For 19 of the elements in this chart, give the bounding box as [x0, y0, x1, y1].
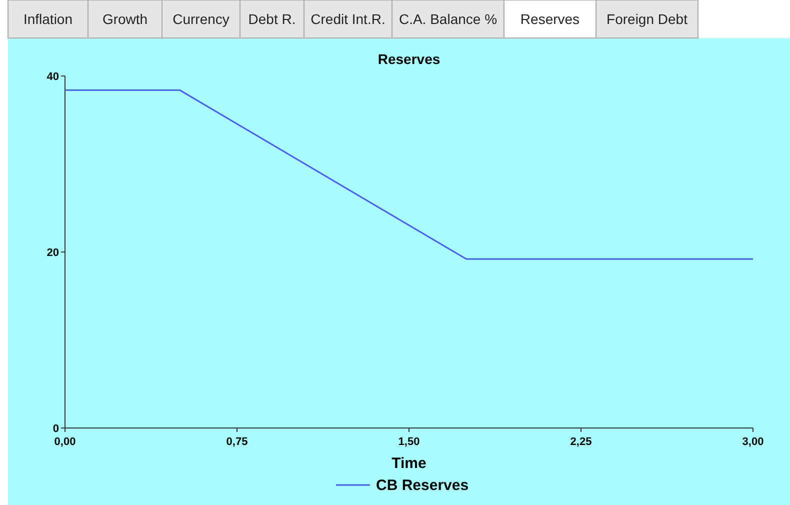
text: C.A. Balance %: [398, 11, 498, 27]
text: Debt R.: [248, 11, 296, 27]
x-tick-label: 2,25: [570, 436, 592, 448]
text: Growth: [102, 11, 148, 27]
text: Credit Int.R.: [310, 11, 386, 27]
text: Currency: [172, 11, 230, 27]
x-tick-label: 0,00: [54, 436, 76, 448]
text: Foreign Debt: [606, 11, 688, 27]
x-tick-label: 0,75: [226, 436, 248, 448]
chart-title: Reserves: [378, 51, 440, 67]
text: Reserves: [520, 11, 580, 27]
x-tick-label: 1,50: [398, 436, 420, 448]
legend-label: CB Reserves: [376, 477, 469, 494]
y-tick-label: 40: [46, 71, 59, 83]
y-tick-label: 0: [52, 423, 59, 435]
x-tick-label: 3,00: [742, 436, 764, 448]
x-axis-title: Time: [392, 455, 426, 472]
y-tick-label: 20: [46, 247, 59, 259]
text: Inflation: [23, 11, 73, 27]
